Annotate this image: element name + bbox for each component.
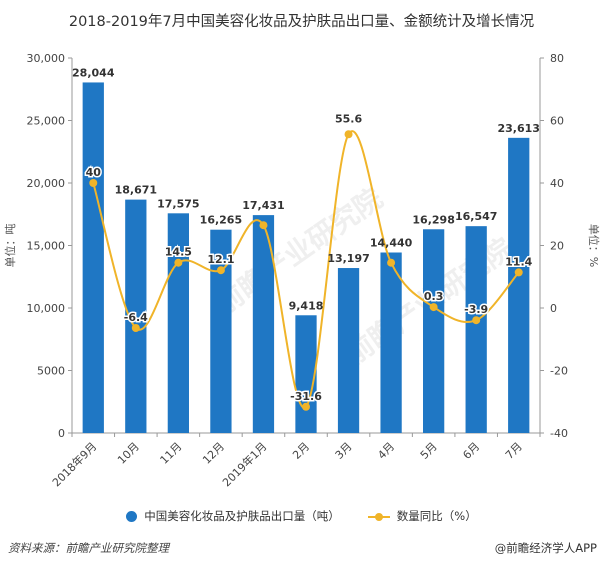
yoy-point <box>216 266 225 275</box>
bar-value-label: 17,431 <box>242 199 284 212</box>
bar-value-label: 18,671 <box>115 184 157 197</box>
bar-value-label: 16,298 <box>412 213 454 226</box>
x-tick-label: 3月 <box>333 440 355 462</box>
bar-value-label: 23,613 <box>498 122 540 135</box>
line-value-label: -6.4 <box>124 311 148 324</box>
yoy-point <box>89 179 98 187</box>
x-tick-label: 2018年9月 <box>49 439 99 489</box>
legend-line-swatch <box>367 511 390 522</box>
bar-value-label: 17,575 <box>157 197 199 210</box>
legend-line-label: 数量同比（%） <box>396 509 477 523</box>
yoy-point <box>344 130 353 139</box>
y-right-tick-label: 40 <box>550 177 564 190</box>
line-value-label: 0.3 <box>424 290 444 303</box>
yoy-point <box>472 316 481 325</box>
line-value-label: 11.4 <box>505 255 532 268</box>
y-left-tick-label: 10,000 <box>27 302 66 315</box>
y-right-tick-label: 60 <box>550 115 564 128</box>
bar <box>210 229 232 433</box>
bar-value-label: 28,044 <box>72 66 115 79</box>
line-value-label: 55.6 <box>335 112 362 125</box>
bar-value-label: 16,265 <box>200 214 242 227</box>
bar <box>508 137 530 433</box>
bar <box>465 226 487 433</box>
y-right-tick-label: -20 <box>550 365 568 378</box>
chart-title: 2018-2019年7月中国美容化妆品及护肤品出口量、金额统计及增长情况 <box>68 14 535 30</box>
bar <box>337 268 360 433</box>
x-tick-label: 6月 <box>460 440 482 462</box>
yoy-point <box>174 258 183 267</box>
bar <box>82 82 104 433</box>
y-left-tick-label: 25,000 <box>27 115 66 128</box>
legend-item-export-volume[interactable]: 中国美容化妆品及护肤品出口量（吨） <box>126 508 340 524</box>
yoy-point <box>131 324 140 332</box>
legend-item-yoy[interactable]: 数量同比（%） <box>367 508 477 524</box>
bar <box>125 199 147 433</box>
line-value-label: 12.1 <box>207 253 234 266</box>
bar-value-label: 16,547 <box>455 210 497 223</box>
bar <box>252 215 275 433</box>
x-tick-label: 2019年1月 <box>219 439 269 489</box>
legend-bar-swatch <box>126 510 138 522</box>
x-tick-label: 4月 <box>375 440 397 462</box>
footer: 资料来源：前瞻产业研究院整理 @前瞻经济学人APP <box>0 535 603 565</box>
line-value-label: 14.5 <box>165 246 192 259</box>
yoy-point <box>387 258 396 267</box>
line-value-label: -31.6 <box>290 390 322 403</box>
x-tick-label: 2月 <box>290 440 312 462</box>
x-tick-label: 12月 <box>200 440 227 467</box>
y-right-tick-label: -40 <box>550 427 568 440</box>
bar <box>295 315 317 433</box>
x-tick-label: 10月 <box>115 440 142 467</box>
brand-credit: @前瞻经济学人APP <box>494 541 597 555</box>
x-tick-label: 11月 <box>158 440 185 467</box>
legend-bar-label: 中国美容化妆品及护肤品出口量（吨） <box>144 509 340 523</box>
bar-value-label: 14,440 <box>370 237 413 250</box>
y-right-tick-label: 0 <box>550 302 557 315</box>
source-note: 资料来源：前瞻产业研究院整理 <box>8 541 169 555</box>
legend: 中国美容化妆品及护肤品出口量（吨） 数量同比（%） <box>0 508 603 524</box>
line-value-label: 40 <box>86 166 102 179</box>
bar <box>423 229 445 433</box>
y-left-tick-label: 30,000 <box>27 52 66 65</box>
x-tick-label: 5月 <box>418 440 440 462</box>
bar-value-label: 13,197 <box>327 252 369 265</box>
chart-area: 0 5000 10,000 15,000 20,000 25,000 30,000 -40 -2… <box>3 52 601 489</box>
y-left-tick-label: 20,000 <box>27 177 66 190</box>
yoy-point <box>259 221 268 230</box>
yoy-point <box>302 402 310 411</box>
x-tick-label: 7月 <box>503 440 525 462</box>
y-right-tick-label: 20 <box>550 240 564 253</box>
bar <box>380 252 402 433</box>
y-left-tick-label: 15,000 <box>27 240 66 253</box>
bar-value-label: 9,418 <box>289 299 324 312</box>
y-right-tick-label: 80 <box>550 52 564 65</box>
line-value-label: -3.9 <box>464 303 488 316</box>
yoy-point <box>514 268 523 277</box>
y-right-axis-label: 单位：% <box>587 224 601 267</box>
y-left-tick-label: 0 <box>58 427 65 440</box>
yoy-point <box>429 303 438 312</box>
y-left-tick-label: 5000 <box>37 365 65 378</box>
y-left-axis-label: 单位：吨 <box>3 224 17 268</box>
